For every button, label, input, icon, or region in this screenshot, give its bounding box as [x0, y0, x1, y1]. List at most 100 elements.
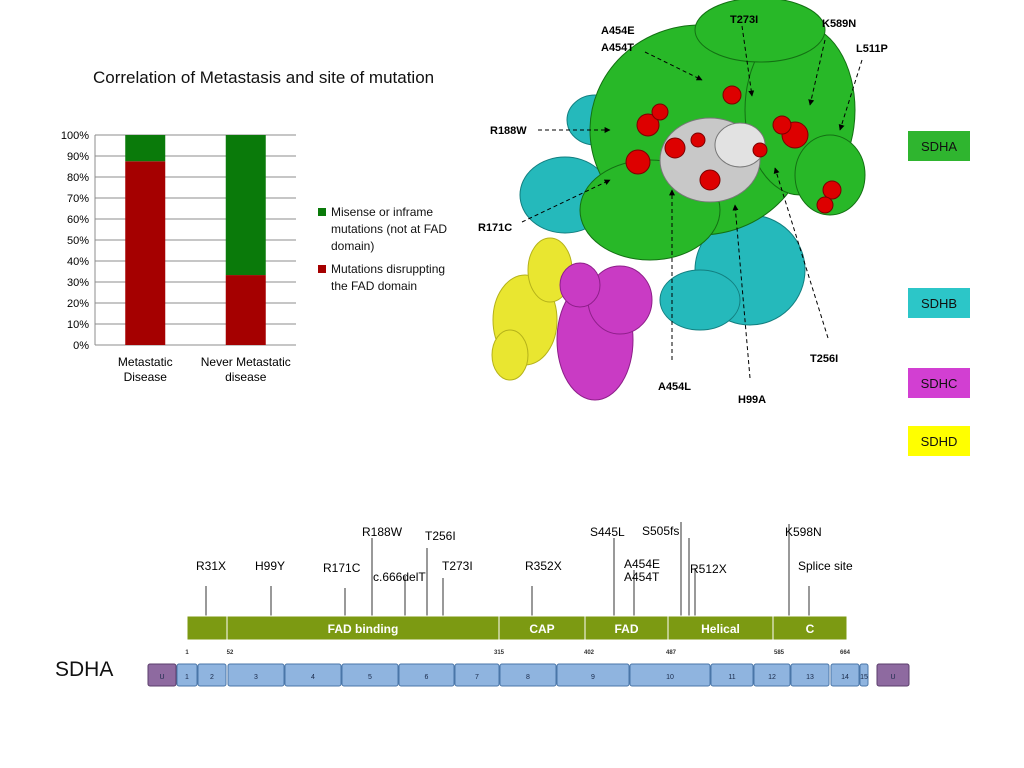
- legend-swatch-fad: [318, 265, 326, 273]
- protein-structure-illustration: T273I K589N A454E A454T L511P R188W R171…: [478, 0, 888, 406]
- exon-label: 10: [666, 674, 674, 681]
- exon-block: [197, 663, 227, 687]
- exon-label: 7: [475, 674, 479, 681]
- exon-label: 3: [254, 674, 258, 681]
- x-tick-label: disease: [225, 370, 267, 384]
- y-tick-label: 60%: [67, 214, 89, 226]
- subunit-label-sdhd: SDHD: [908, 426, 970, 456]
- bars: [125, 135, 266, 345]
- sdhc-chain: [556, 262, 653, 401]
- subunit-label-sdhb: SDHB: [908, 288, 970, 318]
- bar-segment-misense: [125, 135, 166, 162]
- exon-label: 4: [311, 674, 315, 681]
- y-tick-label: 40%: [67, 256, 89, 268]
- exon-block: [398, 663, 455, 687]
- y-tick-label: 20%: [67, 298, 89, 310]
- structure-label-t273i: T273I: [730, 14, 758, 26]
- y-tick-label: 70%: [67, 193, 89, 205]
- mutation-label: T256I: [425, 529, 456, 543]
- exon-block: [227, 663, 285, 687]
- exon-label: 5: [368, 674, 372, 681]
- domain-segment: [498, 615, 586, 641]
- mutation-label: A454E: [624, 557, 660, 571]
- exon-label: 11: [728, 674, 735, 681]
- mutation-label: H99Y: [255, 559, 285, 573]
- bar-segment-misense: [225, 135, 266, 276]
- mutation-label: Splice site: [798, 559, 853, 573]
- structure-label-a454l: A454L: [658, 381, 691, 393]
- structure-label-k589n: K589N: [822, 18, 856, 30]
- fad-cofactor: [659, 117, 766, 203]
- mutation-labels: R31X H99Y R171C R188W c.666delT T256I T273I R35…: [196, 524, 853, 584]
- position-labels: 1 52 315 402 487 585 664: [185, 650, 850, 656]
- exon-label: 12: [768, 674, 776, 681]
- domain-label: FAD: [615, 622, 639, 636]
- exon-block: [176, 663, 198, 687]
- mutation-label: T273I: [442, 559, 473, 573]
- exon-block: [556, 663, 630, 687]
- exon-label: U: [159, 674, 164, 681]
- mutation-label: R352X: [525, 559, 562, 573]
- exon-block: [284, 663, 342, 687]
- mutation-sites: [625, 85, 842, 214]
- legend-label-fad: Mutations disruppting the FAD domain: [331, 262, 446, 293]
- exon-block: [454, 663, 500, 687]
- structure-label-r171c: R171C: [478, 222, 512, 234]
- mutation-label: R512X: [690, 562, 727, 576]
- exon-label: 13: [806, 674, 814, 681]
- bar-segment-fad: [125, 161, 166, 345]
- gene-name-label: SDHA: [55, 658, 114, 681]
- exon-block: [859, 663, 869, 687]
- domain-segment: [772, 615, 848, 641]
- exon-label: U: [890, 674, 895, 681]
- pointer-lines: [521, 25, 863, 379]
- exon-block: [341, 663, 399, 687]
- y-tick-label: 0%: [73, 340, 89, 352]
- exon-label: 14: [841, 674, 849, 681]
- exon-label: 6: [425, 674, 429, 681]
- position-label: 487: [666, 650, 677, 656]
- gene-domain-map: R31X H99Y R171C R188W c.666delT T256I T273I R35…: [147, 522, 910, 687]
- position-label: 1: [185, 650, 189, 656]
- bar-segment-fad: [225, 275, 266, 345]
- structure-label-t256i: T256I: [810, 353, 838, 365]
- domain-label: C: [806, 622, 815, 636]
- structure-label-a454t: A454T: [601, 42, 634, 54]
- domain-label: CAP: [529, 622, 554, 636]
- y-tick-label: 90%: [67, 151, 89, 163]
- y-tick-label: 30%: [67, 277, 89, 289]
- x-tick-label: Metastatic: [118, 355, 173, 369]
- y-tick-label: 10%: [67, 319, 89, 331]
- structure-label-h99a: H99A: [738, 394, 766, 406]
- y-tick-label: 80%: [67, 172, 89, 184]
- position-label: 315: [494, 650, 505, 656]
- mutation-label: R188W: [362, 525, 403, 539]
- mutation-label: S505fs: [642, 524, 679, 538]
- utr-block: [876, 663, 910, 687]
- exon-block: [710, 663, 754, 687]
- position-label: 52: [227, 650, 234, 656]
- mutation-markers: [205, 522, 810, 616]
- mutation-label: R31X: [196, 559, 226, 573]
- position-label: 585: [774, 650, 785, 656]
- structure-label-r188w: R188W: [490, 125, 527, 137]
- exon-block: [499, 663, 557, 687]
- mutation-label: A454T: [624, 570, 660, 584]
- y-tick-labels: 0% 10% 20% 30% 40% 50% 60% 70% 80% 90% 100%: [61, 130, 89, 352]
- exon-block: [830, 663, 860, 687]
- structure-label-a454e: A454E: [601, 25, 635, 37]
- mutation-label: R171C: [323, 561, 361, 575]
- utr-block: [147, 663, 177, 687]
- chart-title: Correlation of Metastasis and site of mu…: [93, 68, 435, 87]
- subunit-label-sdha: SDHA: [908, 131, 970, 161]
- exon-label: 9: [591, 674, 595, 681]
- domain-label: FAD binding: [328, 622, 399, 636]
- exon-block: [753, 663, 791, 687]
- exon-block: [790, 663, 830, 687]
- domain-bar: FAD binding CAP FAD Helical C: [186, 615, 848, 641]
- mutation-label: S445L: [590, 525, 625, 539]
- mutation-label: K598N: [785, 525, 822, 539]
- exon-label: 8: [526, 674, 530, 681]
- legend-label-misense: Misense or inframe mutations (not at FAD…: [331, 205, 448, 253]
